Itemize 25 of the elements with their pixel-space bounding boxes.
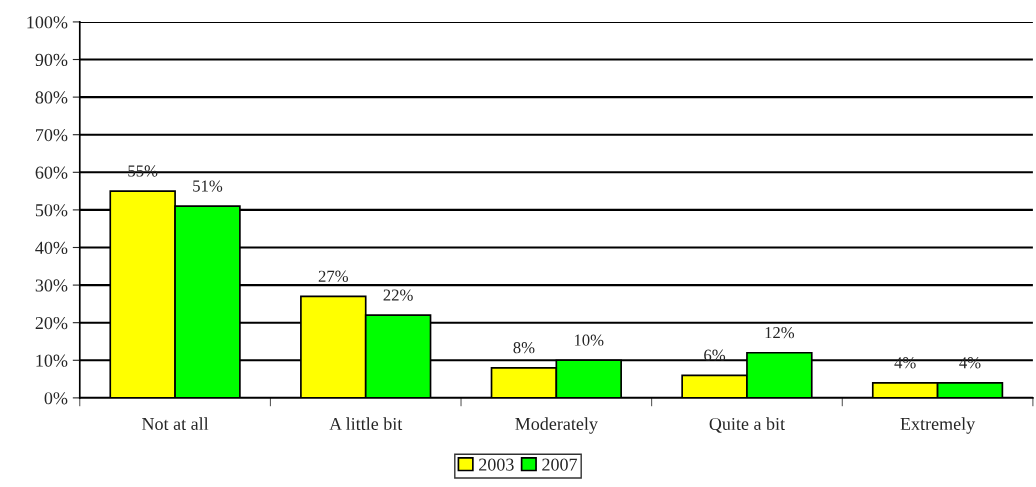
x-tick-label: Moderately	[515, 417, 598, 434]
data-label: 10%	[574, 334, 604, 346]
x-tick-label: Not at all	[142, 417, 209, 431]
data-label: 51%	[193, 180, 223, 192]
data-label: 12%	[765, 327, 795, 339]
y-tick-label: 50%	[35, 204, 68, 217]
y-tick-label: 70%	[36, 128, 68, 142]
y-tick-label: 10%	[36, 354, 68, 367]
x-tick-label: A little bit	[329, 417, 403, 431]
data-label: 27%	[318, 270, 349, 282]
data-label: 22%	[383, 289, 413, 301]
y-tick-label: 20%	[35, 316, 68, 330]
y-tick-label: 0%	[44, 392, 68, 405]
y-tick-label: 30%	[35, 279, 68, 292]
legend-label: 2003	[479, 458, 514, 471]
y-tick-label: 60%	[35, 166, 68, 179]
y-tick-label: 100%	[27, 16, 68, 29]
data-label: 8%	[513, 342, 535, 354]
y-tick-label: 40%	[35, 241, 68, 254]
x-tick-label: Extremely	[900, 417, 976, 434]
x-tick-label: Quite a bit	[709, 417, 785, 433]
data-label: 6%	[704, 349, 726, 361]
y-tick-label: 80%	[35, 91, 68, 104]
legend-label: 2007	[542, 458, 578, 471]
y-tick-label: 90%	[35, 53, 68, 67]
